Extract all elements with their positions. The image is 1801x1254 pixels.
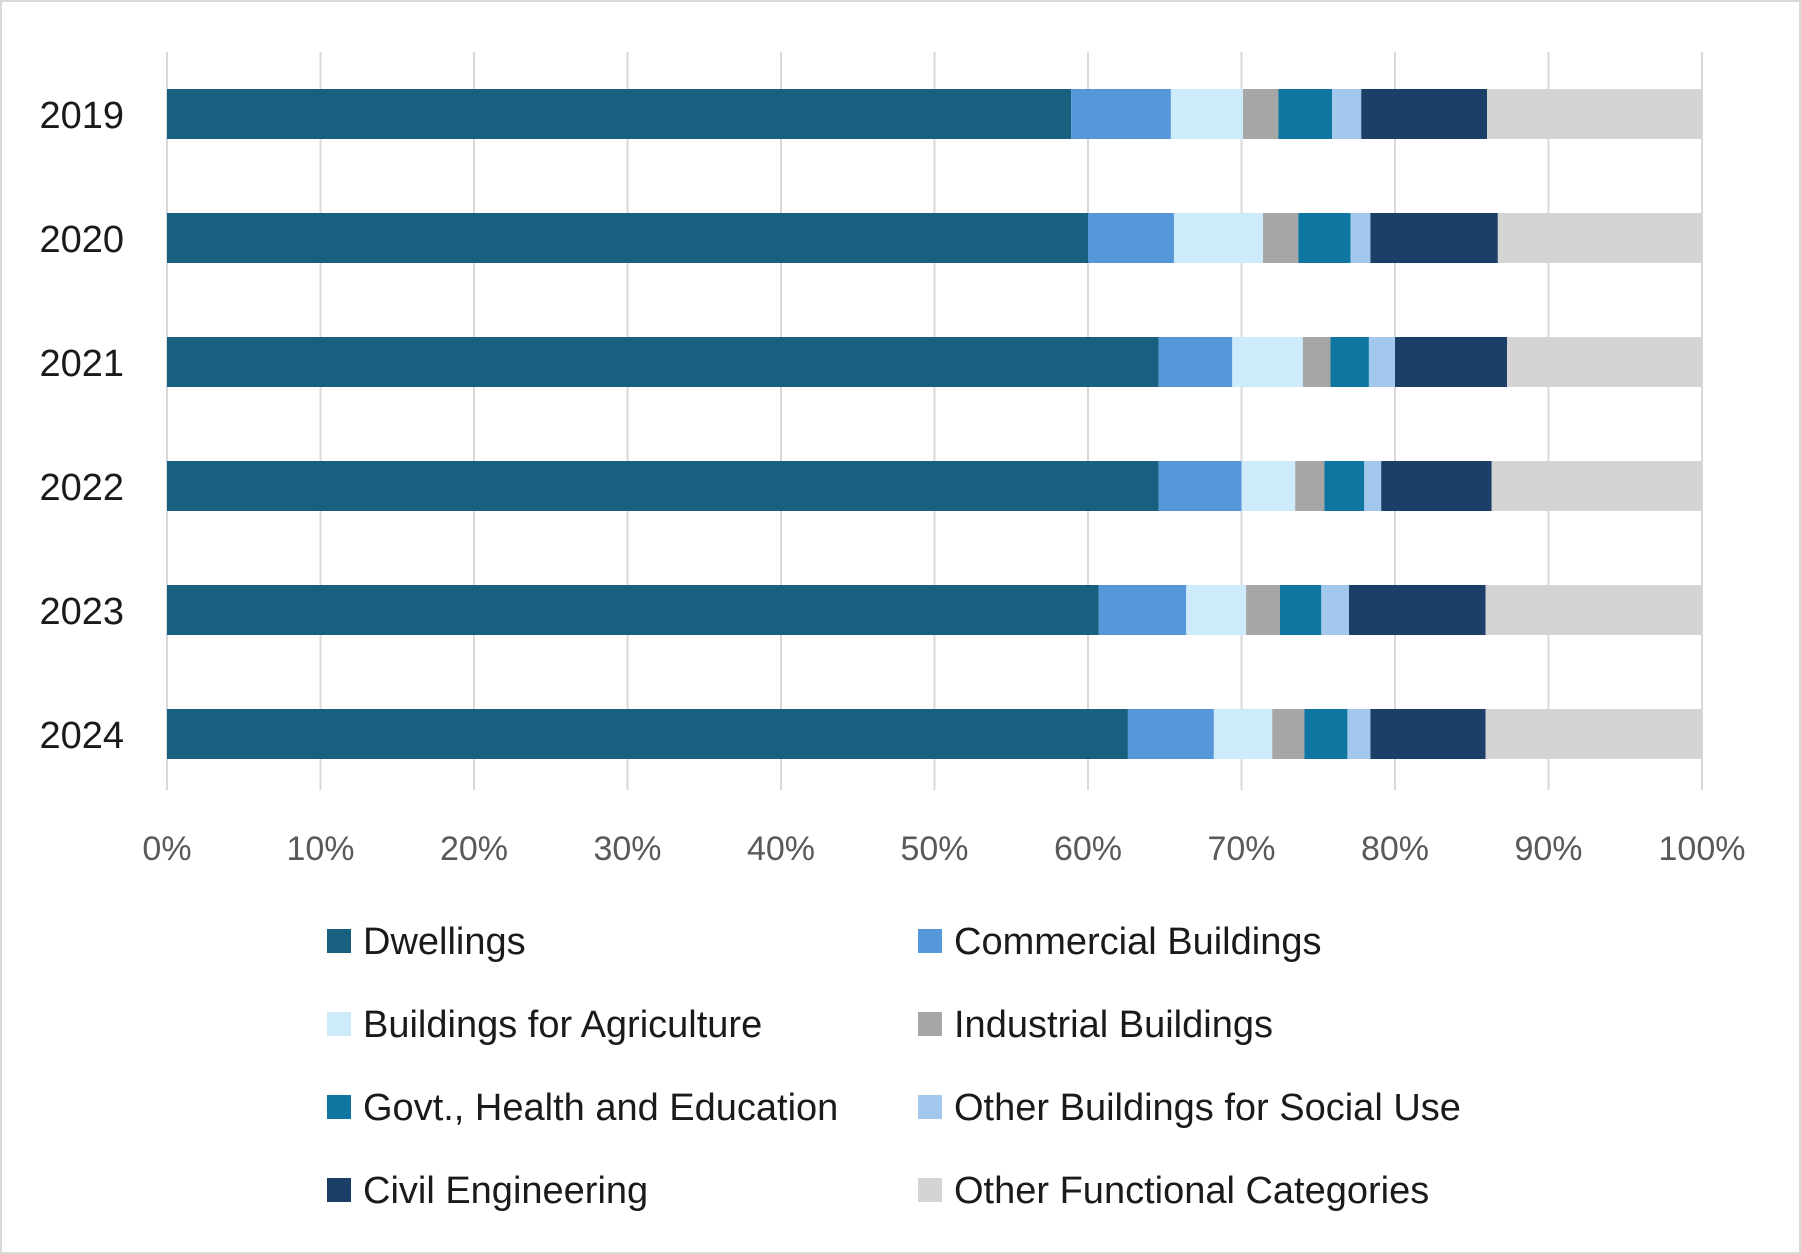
bar-segment <box>1241 461 1296 511</box>
legend-swatch <box>918 1095 942 1119</box>
x-tick-label: 60% <box>1054 830 1122 868</box>
bar-segment <box>1485 709 1702 759</box>
y-tick-label: 2024 <box>39 715 124 757</box>
bar-segment <box>1071 89 1171 139</box>
bar-segment <box>1332 89 1362 139</box>
legend-entry: Dwellings <box>327 921 526 963</box>
bar-segment <box>1304 709 1348 759</box>
legend-swatch <box>327 1178 351 1202</box>
legend-label: Industrial Buildings <box>954 1004 1273 1046</box>
y-tick-label: 2020 <box>39 219 124 261</box>
x-tick-label: 70% <box>1207 830 1275 868</box>
gridlines <box>166 52 1703 790</box>
y-tick-label: 2022 <box>39 467 124 509</box>
legend-entry: Govt., Health and Education <box>327 1087 838 1129</box>
bar-segment <box>1330 337 1369 387</box>
bar-segment <box>1487 89 1702 139</box>
legend-entry: Industrial Buildings <box>918 1004 1273 1046</box>
bar-segment <box>1213 709 1273 759</box>
bar-segment <box>1186 585 1247 635</box>
y-tick-label: 2021 <box>39 343 124 385</box>
bar-segment <box>1497 213 1702 263</box>
x-tick-label: 10% <box>286 830 354 868</box>
bar-segment <box>1370 213 1498 263</box>
legend-entry: Buildings for Agriculture <box>327 1004 762 1046</box>
x-tick-label: 100% <box>1659 830 1746 868</box>
bar-segment <box>167 461 1159 511</box>
bar-segment <box>1324 461 1365 511</box>
legend-label: Other Functional Categories <box>954 1170 1429 1212</box>
bar-segment <box>1295 461 1325 511</box>
bar-segment <box>1173 213 1263 263</box>
bar-segment <box>1321 585 1349 635</box>
x-tick-label: 30% <box>593 830 661 868</box>
x-axis-tick-labels: 0% 10% 20% 30% 40% 50% 60% 70% 80% 90% 100% <box>142 830 1745 868</box>
bar-segment <box>1395 337 1508 387</box>
bar-segment <box>167 213 1088 263</box>
bars <box>167 89 1702 759</box>
bar-segment <box>1381 461 1492 511</box>
bar-segment <box>1246 585 1280 635</box>
x-tick-label: 50% <box>900 830 968 868</box>
legend-label: Dwellings <box>363 921 526 963</box>
bar-segment <box>1348 585 1486 635</box>
bar-segment <box>1364 461 1382 511</box>
bar-segment <box>167 89 1072 139</box>
bar-segment <box>167 585 1099 635</box>
bar-segment <box>167 337 1159 387</box>
legend-swatch <box>327 1012 351 1036</box>
bar-segment <box>1243 89 1279 139</box>
legend-entry: Other Functional Categories <box>918 1170 1429 1212</box>
y-tick-label: 2019 <box>39 95 124 137</box>
legend-label: Commercial Buildings <box>954 921 1321 963</box>
x-tick-label: 80% <box>1361 830 1429 868</box>
legend-label: Civil Engineering <box>363 1170 648 1212</box>
x-tick-label: 20% <box>440 830 508 868</box>
bar-segment <box>1098 585 1187 635</box>
bar-segment <box>1158 337 1233 387</box>
legend-swatch <box>327 1095 351 1119</box>
legend-swatch <box>918 929 942 953</box>
bar-segment <box>1361 89 1488 139</box>
bar-segment <box>1088 213 1174 263</box>
bar-segment <box>1232 337 1303 387</box>
legend-entry: Civil Engineering <box>327 1170 648 1212</box>
bar-segment <box>1302 337 1331 387</box>
bar-segment <box>1347 709 1371 759</box>
x-tick-label: 0% <box>142 830 191 868</box>
bar-segment <box>1485 585 1702 635</box>
legend-label: Govt., Health and Education <box>363 1087 838 1129</box>
bar-segment <box>167 709 1128 759</box>
legend: Dwellings Commercial Buildings Buildings f… <box>327 921 1461 1212</box>
bar-segment <box>1272 709 1305 759</box>
y-tick-label: 2023 <box>39 591 124 633</box>
x-tick-label: 40% <box>747 830 815 868</box>
legend-label: Other Buildings for Social Use <box>954 1087 1461 1129</box>
bar-segment <box>1170 89 1244 139</box>
bar-segment <box>1370 709 1486 759</box>
legend-swatch <box>918 1178 942 1202</box>
bar-segment <box>1262 213 1299 263</box>
bar-segment <box>1279 585 1322 635</box>
legend-swatch <box>918 1012 942 1036</box>
legend-entry: Other Buildings for Social Use <box>918 1087 1461 1129</box>
x-tick-label: 90% <box>1514 830 1582 868</box>
bar-segment <box>1278 89 1333 139</box>
bar-segment <box>1298 213 1351 263</box>
bar-segment <box>1507 337 1702 387</box>
bar-segment <box>1350 213 1371 263</box>
bar-segment <box>1368 337 1395 387</box>
bar-segment <box>1127 709 1214 759</box>
legend-swatch <box>327 929 351 953</box>
bar-segment <box>1491 461 1702 511</box>
legend-entry: Commercial Buildings <box>918 921 1321 963</box>
legend-label: Buildings for Agriculture <box>363 1004 762 1046</box>
bar-segment <box>1158 461 1242 511</box>
y-axis-tick-labels: 2019 2020 2021 2022 2023 2024 <box>39 95 124 757</box>
